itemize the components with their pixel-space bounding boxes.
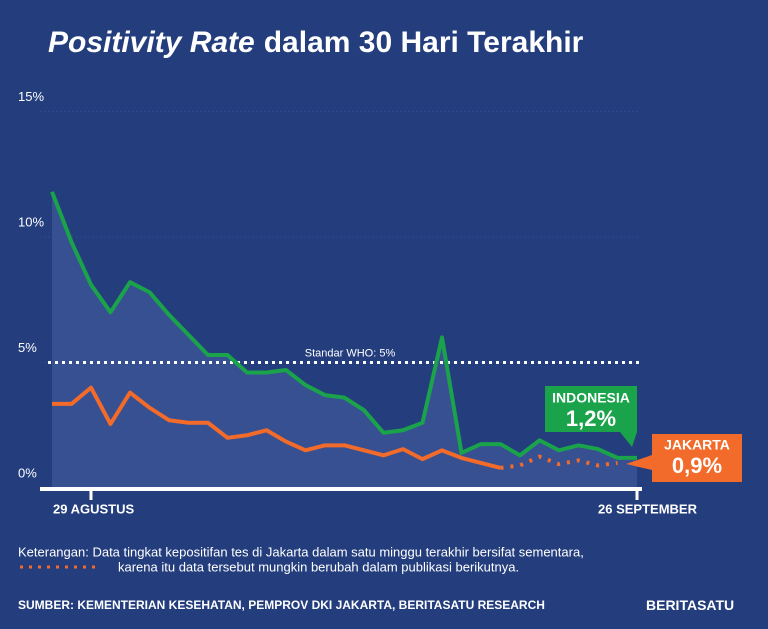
title-rest: dalam 30 Hari Terakhir — [264, 26, 584, 59]
plot: 0% 5% 10% 15% Standar WHO: 5% 29 AGUSTUS 26 SE… — [18, 89, 742, 516]
title-italic: Positivity Rate — [48, 26, 255, 59]
callout-box — [545, 386, 637, 447]
callout-value: 0,9% — [672, 453, 722, 478]
line-provisional — [500, 454, 618, 470]
note: karena itu data tersebut mungkin berubah… — [118, 559, 519, 574]
area — [52, 191, 637, 488]
callout-name: JAKARTA — [664, 437, 730, 453]
note: Keterangan: Data tingkat kepositifan tes… — [18, 544, 584, 559]
x-tick-label: 26 SEPTEMBER — [598, 501, 698, 516]
y-tick-label: 15% — [18, 89, 44, 104]
y-tick-label: 10% — [18, 214, 44, 229]
line — [50, 191, 637, 460]
reference-label: Standar WHO: 5% — [305, 347, 396, 359]
line — [52, 385, 501, 470]
logo-part: SATU — [697, 597, 734, 613]
chart-title: Positivity Rate dalam 30 Hari Terakhir — [48, 26, 584, 59]
x-tick-label: 29 AGUSTUS — [53, 501, 134, 516]
logo: BERITASATU — [646, 597, 734, 613]
y-tick-label: 0% — [18, 465, 37, 480]
y-tick-label: 5% — [18, 340, 37, 355]
callout-name: INDONESIA — [552, 390, 630, 406]
callout-box — [626, 434, 742, 482]
source: SUMBER: KEMENTERIAN KESEHATAN, PEMPROV D… — [18, 598, 545, 612]
logo-part: BERITA — [646, 597, 697, 613]
callout-value: 1,2% — [566, 406, 616, 431]
